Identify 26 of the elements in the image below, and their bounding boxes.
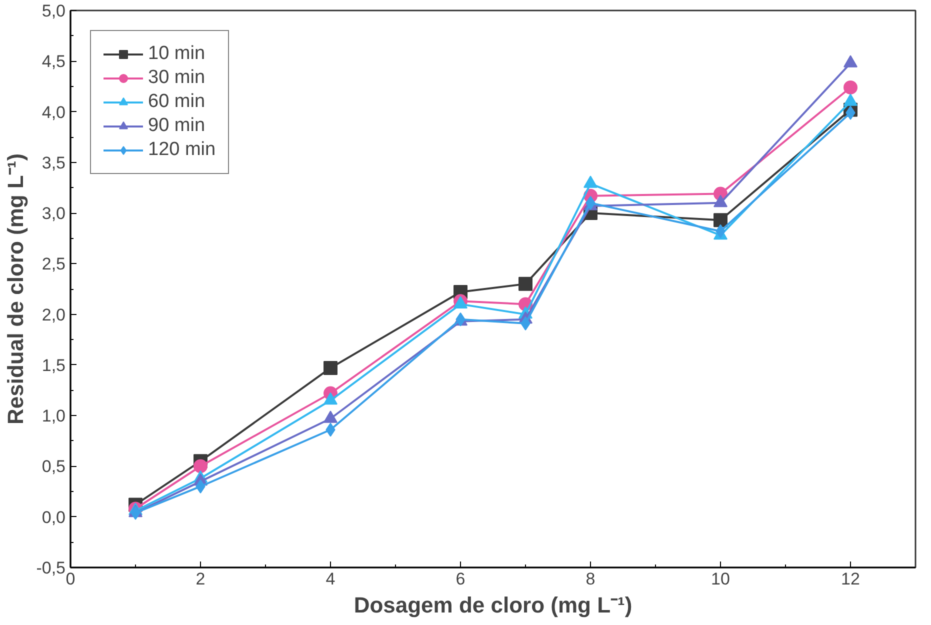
y-tick-label: 1,5: [42, 356, 66, 375]
x-axis-title: Dosagem de cloro (mg L⁻¹): [354, 592, 632, 618]
y-tick-label: 0,5: [42, 457, 66, 476]
x-tick-label: 10: [711, 570, 730, 588]
legend-label: 60 min: [148, 91, 206, 113]
y-tick-label: 4,5: [42, 52, 66, 72]
x-tick-label: 2: [196, 570, 206, 588]
y-tick-label: 0,0: [42, 508, 66, 527]
x-tick-label: 6: [456, 570, 466, 588]
y-tick-label: 2,5: [42, 254, 66, 274]
y-tick-label: 2,0: [42, 305, 66, 324]
legend-label: 90 min: [148, 115, 206, 137]
legend-label: 10 min: [148, 43, 206, 65]
legend-label: 30 min: [148, 67, 206, 89]
y-tick-label: 3,0: [42, 204, 66, 224]
x-tick-label: 0: [66, 570, 76, 588]
legend-label: 120 min: [148, 139, 216, 161]
y-tick-label: 5,0: [42, 2, 66, 20]
y-tick-label: -0,5: [36, 558, 66, 578]
y-tick-label: 3,5: [42, 153, 66, 172]
y-tick-label: 4,0: [42, 102, 66, 122]
y-tick-label: 1,0: [42, 406, 66, 426]
x-tick-label: 12: [841, 570, 860, 588]
x-tick-label: 4: [326, 570, 336, 588]
x-tick-label: 8: [586, 570, 596, 588]
y-axis-title: Residual de cloro (mg L⁻¹): [3, 153, 28, 425]
